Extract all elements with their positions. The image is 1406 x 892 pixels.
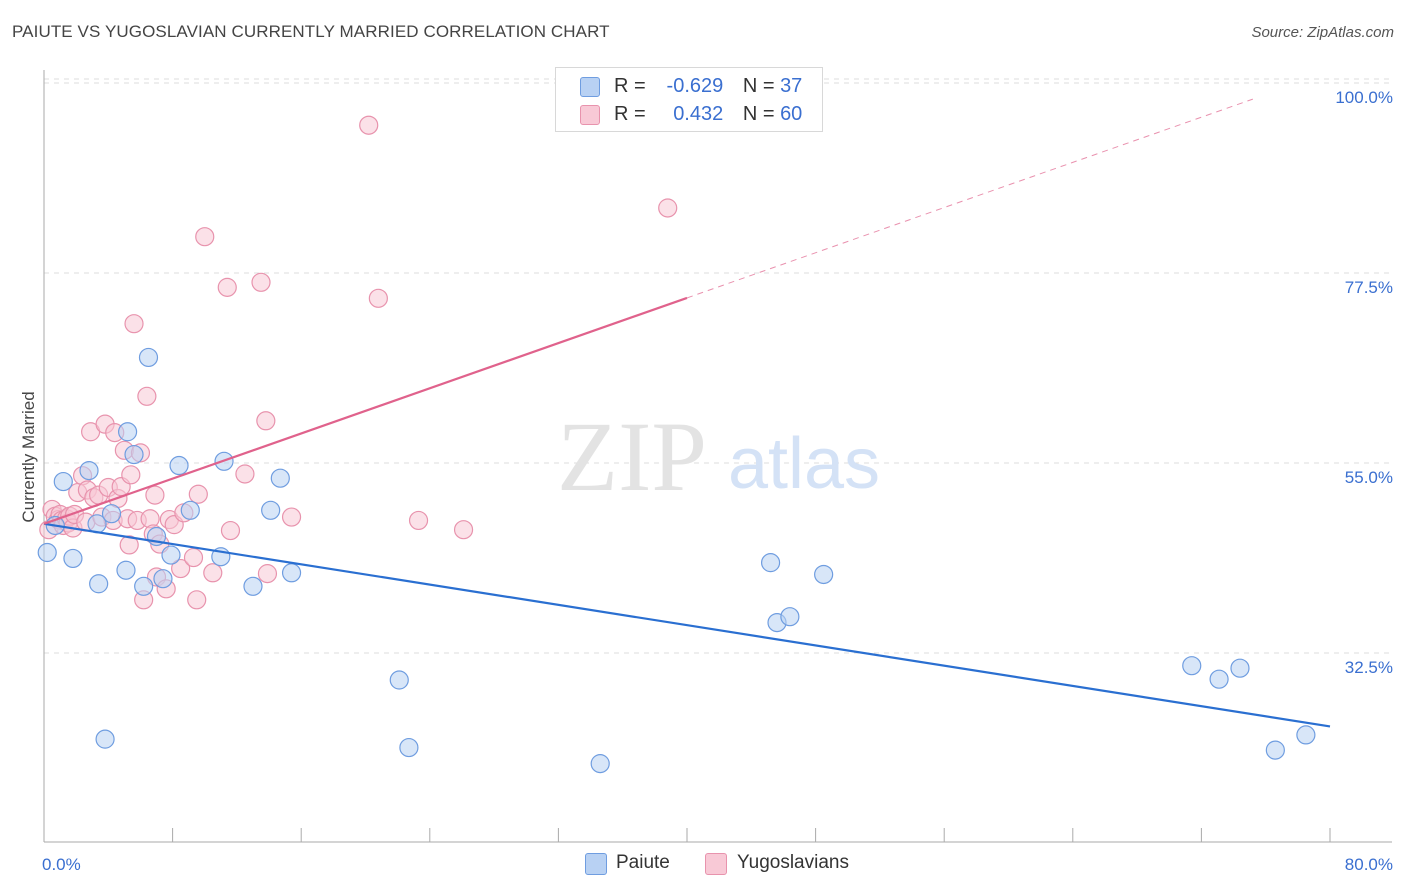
paiute-point bbox=[53, 471, 73, 492]
yugoslavians-point bbox=[195, 227, 215, 247]
yugoslavians-point bbox=[220, 520, 241, 541]
paiute-point bbox=[261, 500, 281, 520]
paiute-point bbox=[590, 754, 610, 774]
yugoslavians-point bbox=[124, 314, 144, 334]
yugoslavians-point bbox=[119, 535, 139, 555]
yugoslavians-swatch bbox=[580, 105, 600, 125]
paiute-point bbox=[138, 347, 159, 368]
paiute-point bbox=[180, 500, 200, 520]
paiute-point bbox=[153, 569, 173, 589]
trend-lines bbox=[43, 98, 1331, 728]
yugoslavians-point bbox=[256, 411, 276, 431]
paiute-point bbox=[270, 468, 290, 488]
legend-r-label: R = bbox=[614, 75, 646, 97]
yugoslavians-point bbox=[188, 484, 208, 504]
source-label: Source: ZipAtlas.com bbox=[1251, 24, 1394, 41]
paiute-point bbox=[169, 455, 189, 476]
yugoslavians-point bbox=[145, 485, 165, 505]
legend-n-label: N = bbox=[742, 75, 775, 97]
paiute-point bbox=[1296, 725, 1316, 745]
paiute-points bbox=[37, 347, 1316, 774]
paiute-point bbox=[37, 542, 57, 563]
paiute-point bbox=[89, 574, 109, 594]
paiute-point bbox=[1182, 656, 1202, 676]
yugoslavians-point bbox=[203, 563, 223, 583]
paiute-legend-label: Paiute bbox=[616, 852, 670, 873]
yugoslavians-point bbox=[183, 547, 204, 568]
y-tick-label: 55.0% bbox=[1345, 468, 1393, 487]
paiute-point bbox=[116, 560, 136, 580]
paiute-point bbox=[161, 545, 181, 565]
y-tick-label: 100.0% bbox=[1335, 88, 1393, 107]
paiute-point bbox=[814, 564, 834, 585]
stats-legend: R = -0.629 N = 37 R = 0.432 N = 60 bbox=[555, 67, 823, 132]
paiute-legend-swatch bbox=[585, 853, 607, 875]
x-tick-label-min: 0.0% bbox=[42, 855, 81, 874]
tick-labels: 32.5% 55.0% 77.5% 100.0% 0.0% 80.0% bbox=[42, 88, 1393, 874]
yugoslavians-point bbox=[235, 464, 255, 484]
yugoslavians-trend-line bbox=[43, 296, 688, 525]
yugoslavians-points bbox=[39, 115, 678, 610]
paiute-point bbox=[1209, 669, 1229, 689]
yugoslavians-point bbox=[359, 115, 379, 135]
legend-n-label: N = bbox=[742, 103, 775, 125]
yugoslavians-point bbox=[187, 590, 207, 610]
y-axis-label: Currently Married bbox=[19, 391, 38, 522]
yugoslavians-point bbox=[121, 465, 141, 485]
y-tick-label: 32.5% bbox=[1345, 658, 1393, 677]
x-tick-label-max: 80.0% bbox=[1345, 855, 1393, 874]
legend-row-paiute: R = -0.629 N = 37 bbox=[614, 75, 802, 98]
yugoslavians-point bbox=[281, 507, 302, 527]
watermark-atlas: atlas bbox=[728, 424, 880, 504]
paiute-point bbox=[399, 737, 419, 758]
paiute-point bbox=[243, 576, 263, 596]
yugoslavians-point bbox=[408, 510, 429, 531]
yugoslavians-point bbox=[171, 558, 191, 579]
legend-n-value: 37 bbox=[780, 75, 803, 97]
yugoslavians-point bbox=[217, 277, 237, 297]
y-tick-label: 77.5% bbox=[1345, 278, 1393, 297]
paiute-point bbox=[760, 553, 781, 573]
gridlines bbox=[44, 78, 1392, 654]
yugoslavians-point bbox=[257, 564, 278, 584]
yugoslavians-trend-extension bbox=[686, 98, 1254, 299]
paiute-point bbox=[95, 729, 115, 749]
paiute-point bbox=[780, 607, 800, 627]
yugoslavians-point bbox=[368, 288, 388, 308]
yugoslavians-point bbox=[658, 198, 678, 218]
watermark-zip: ZIP bbox=[557, 401, 707, 512]
paiute-point bbox=[79, 461, 99, 481]
paiute-point bbox=[389, 670, 409, 690]
yugoslavians-legend-label: Yugoslavians bbox=[737, 852, 849, 873]
paiute-point bbox=[1265, 740, 1285, 760]
legend-n-value: 60 bbox=[780, 103, 803, 125]
paiute-point bbox=[134, 576, 154, 596]
yugoslavians-point bbox=[137, 386, 157, 406]
paiute-point bbox=[101, 504, 122, 524]
paiute-point bbox=[124, 444, 144, 465]
yugoslavians-point bbox=[453, 520, 474, 540]
watermark: ZIP atlas bbox=[557, 401, 880, 512]
legend-r-value: -0.629 bbox=[666, 75, 724, 97]
axes bbox=[43, 70, 1392, 843]
legend-row-yugoslavians: R = 0.432 N = 60 bbox=[614, 103, 802, 126]
yugoslavians-legend-swatch bbox=[705, 853, 727, 875]
paiute-point bbox=[63, 548, 83, 569]
paiute-point bbox=[1230, 658, 1250, 678]
paiute-point bbox=[281, 563, 302, 583]
chart-title: PAIUTE VS YUGOSLAVIAN CURRENTLY MARRIED … bbox=[12, 22, 610, 41]
paiute-point bbox=[117, 422, 138, 442]
yugoslavians-point bbox=[251, 272, 271, 292]
paiute-trend-line bbox=[43, 522, 1331, 728]
legend-r-label: R = bbox=[614, 103, 646, 125]
paiute-swatch bbox=[580, 77, 600, 97]
legend-r-value: 0.432 bbox=[673, 103, 724, 125]
